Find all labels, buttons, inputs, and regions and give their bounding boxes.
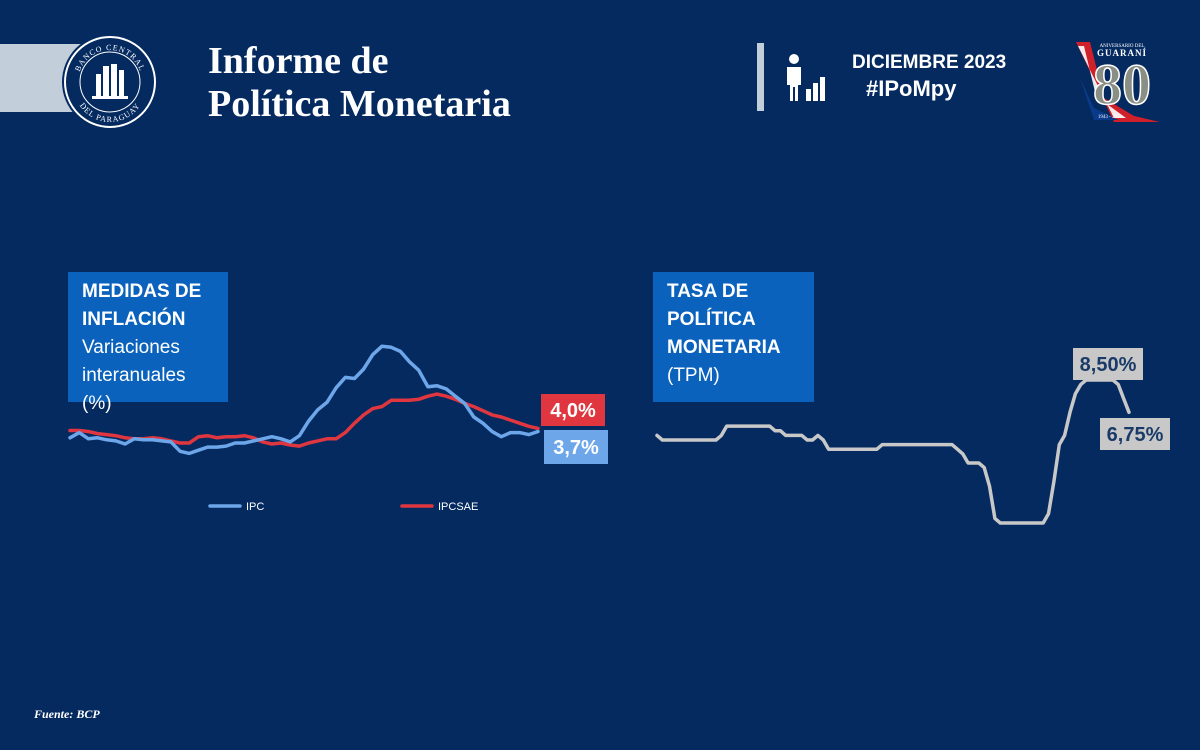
title-line-2: Política Monetaria (208, 83, 511, 125)
central-bank-seal: BANCO CENTRAL DEL PARAGUAY (62, 34, 158, 130)
tpm-end-label-box (1100, 418, 1170, 450)
ipcsae-end-label-text: 4,0% (550, 400, 596, 422)
inflation-chart-header: MEDIDAS DE INFLACIÓN Variaciones interan… (68, 272, 228, 414)
person-chart-icon (787, 54, 825, 101)
anniversary-years: 1943 - 2023 (1098, 115, 1123, 120)
inflation-chart-title: MEDIDAS DE INFLACIÓN (82, 281, 202, 330)
tpm-max-label-text: 8,50% (1080, 354, 1137, 376)
anniversary-80-logo: ANIVERSARIO DEL GUARANÍ 80 1943 - 2023 (1076, 42, 1160, 122)
inflation-chart-subtitle: Variaciones interanuales (%) (82, 337, 186, 414)
source-note: Fuente: BCP (34, 707, 100, 721)
tpm-line (655, 378, 1131, 525)
header-divider (757, 43, 764, 111)
legend-ipc-label: IPC (246, 501, 264, 513)
tpm-end-label-text: 6,75% (1107, 424, 1164, 446)
hashtag: #IPoMpy (866, 76, 957, 101)
tpm-chart-title: TASA DE POLÍTICA MONETARIA (667, 281, 781, 358)
ipcsae-end-label-box (541, 394, 605, 426)
legend-ipcsae-label: IPCSAE (438, 501, 478, 513)
report-date: DICIEMBRE 2023 (852, 52, 1007, 73)
ipc-end-label-box (544, 430, 608, 464)
anniversary-number: 80 (1093, 52, 1151, 117)
tpm-chart-header: TASA DE POLÍTICA MONETARIA (TPM) (653, 272, 814, 402)
tpm-chart-subtitle: (TPM) (667, 365, 720, 386)
anniversary-top-text: ANIVERSARIO DEL (1100, 44, 1145, 49)
anniversary-name: GUARANÍ (1097, 48, 1147, 58)
title-line-1: Informe de (208, 40, 389, 82)
tpm-max-label-box (1073, 348, 1143, 380)
ipc-end-label-text: 3,7% (553, 437, 599, 459)
ipc-line (68, 344, 540, 456)
page-title: Informe de Política Monetaria (208, 40, 511, 126)
